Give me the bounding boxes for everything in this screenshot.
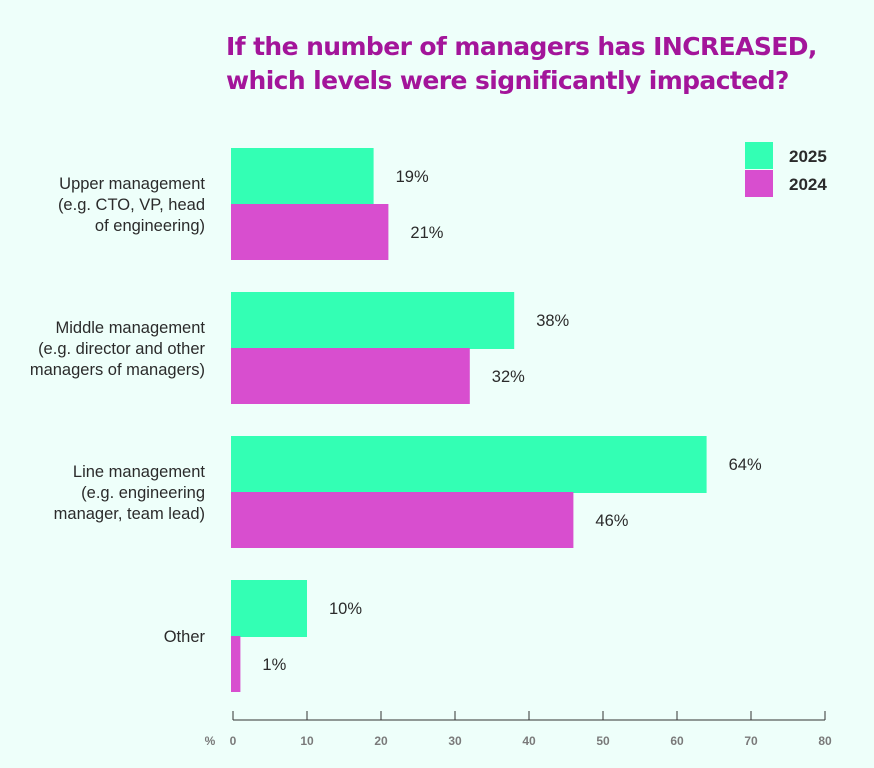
- value-label: 46%: [595, 512, 628, 530]
- legend-swatch-2024: [745, 170, 773, 197]
- x-tick-label: 10: [300, 734, 314, 748]
- x-tick-label: 60: [670, 734, 684, 748]
- bar-2025: [231, 148, 374, 205]
- category-label-line: managers of managers): [30, 361, 205, 379]
- value-label: 10%: [329, 600, 362, 618]
- x-tick-label: 0: [230, 734, 237, 748]
- chart-title-line-2: which levels were significantly impacted…: [226, 66, 789, 95]
- bar-2024: [231, 204, 389, 260]
- category-label-line: manager, team lead): [54, 505, 205, 523]
- chart-title: If the number of managers has INCREASED,…: [226, 30, 846, 98]
- bar-2025: [231, 292, 515, 349]
- legend: 2025 2024: [745, 142, 827, 197]
- legend-label-2024: 2024: [789, 175, 827, 194]
- category-label-line: Middle management: [56, 319, 206, 337]
- x-tick-label: 20: [374, 734, 388, 748]
- legend-label-2025: 2025: [789, 147, 827, 166]
- x-axis-unit-label: %: [205, 734, 216, 748]
- x-tick-label: 70: [744, 734, 758, 748]
- value-label: 38%: [536, 312, 569, 330]
- category-label-line: (e.g. engineering: [81, 484, 205, 502]
- bar-2025: [231, 580, 307, 637]
- x-axis: 0 10 20 30 40 50 60 70 80%: [205, 711, 832, 748]
- category-label-line: of engineering): [95, 217, 205, 235]
- category-label-line: (e.g. director and other: [38, 340, 205, 358]
- chart-title-line-1: If the number of managers has INCREASED,: [226, 32, 817, 61]
- bar-2025: [231, 436, 707, 493]
- value-label: 64%: [729, 456, 762, 474]
- value-label: 21%: [410, 224, 443, 242]
- value-label: 1%: [262, 656, 286, 674]
- value-labels: 19% 21% 38% 32% 64% 46% 10% 1%: [262, 168, 762, 674]
- bars: [231, 148, 707, 692]
- value-label: 32%: [492, 368, 525, 386]
- bar-2024: [231, 492, 574, 548]
- category-label-line: Line management: [73, 463, 206, 481]
- legend-swatch-2025: [745, 142, 773, 169]
- category-label-line: Other: [164, 628, 206, 646]
- category-label-line: Upper management: [59, 175, 205, 193]
- bar-2024: [231, 348, 470, 404]
- bar-2024: [231, 636, 241, 692]
- value-label: 19%: [396, 168, 429, 186]
- x-tick-label: 50: [596, 734, 610, 748]
- x-tick-label: 80: [818, 734, 832, 748]
- x-tick-label: 30: [448, 734, 462, 748]
- category-label-line: (e.g. CTO, VP, head: [58, 196, 205, 214]
- x-tick-label: 40: [522, 734, 536, 748]
- category-labels: Upper management (e.g. CTO, VP, head of en…: [30, 175, 206, 646]
